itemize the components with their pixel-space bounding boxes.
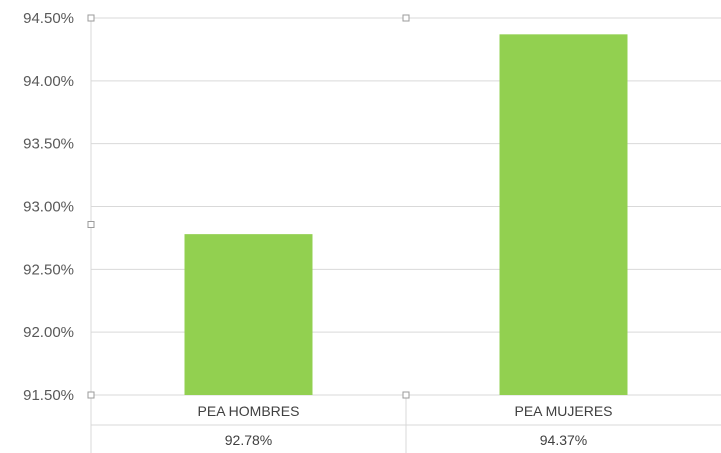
resize-handle[interactable] — [402, 14, 410, 22]
y-axis-tick-labels: 91.50% 92.00% 92.50% 93.00% 93.50% 94.00% 94.5… — [23, 10, 74, 404]
resize-handle[interactable] — [402, 391, 410, 399]
y-tick-label: 94.00% — [23, 73, 74, 90]
x-axis: PEA HOMBRES PEA MUJERES — [198, 403, 613, 419]
x-category-label: PEA HOMBRES — [198, 403, 300, 419]
bar — [499, 34, 628, 395]
y-tick-label: 93.00% — [23, 199, 74, 216]
data-table: 92.78% 94.37% — [91, 395, 721, 453]
y-tick-label: 92.50% — [23, 261, 74, 278]
resize-handle[interactable] — [87, 391, 95, 399]
bars — [184, 34, 628, 395]
y-tick-label: 93.50% — [23, 136, 74, 153]
table-value-cell: 94.37% — [540, 432, 587, 448]
y-tick-label: 91.50% — [23, 387, 74, 404]
table-value-cell: 92.78% — [225, 432, 272, 448]
y-tick-label: 94.50% — [23, 10, 74, 27]
resize-handle[interactable] — [87, 14, 95, 22]
resize-handle[interactable] — [87, 221, 95, 228]
y-tick-label: 92.00% — [23, 324, 74, 341]
selection-handles[interactable] — [87, 14, 410, 399]
bar — [184, 234, 313, 395]
x-category-label: PEA MUJERES — [514, 403, 612, 419]
